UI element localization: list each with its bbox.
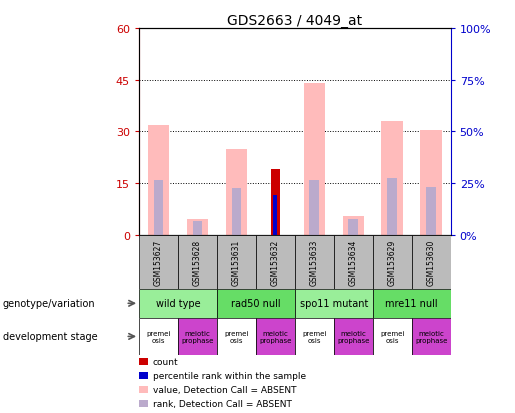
Bar <box>217 318 256 355</box>
Bar <box>310 180 319 235</box>
Text: count: count <box>152 357 178 366</box>
Text: meiotic
prophase: meiotic prophase <box>259 330 291 343</box>
Text: GSM153628: GSM153628 <box>193 239 202 285</box>
Bar <box>187 220 208 235</box>
Text: GSM153634: GSM153634 <box>349 239 358 285</box>
Bar <box>387 178 397 235</box>
Text: premei
osis: premei osis <box>380 330 404 343</box>
Text: GSM153632: GSM153632 <box>271 239 280 285</box>
Text: development stage: development stage <box>3 332 97 342</box>
Bar <box>139 318 178 355</box>
Text: meiotic
prophase: meiotic prophase <box>337 330 369 343</box>
Bar <box>420 131 442 235</box>
Text: rad50 null: rad50 null <box>231 299 281 309</box>
Text: GSM153631: GSM153631 <box>232 239 241 285</box>
Bar <box>153 180 163 235</box>
Text: mre11 null: mre11 null <box>385 299 438 309</box>
Bar <box>256 235 295 289</box>
Bar <box>295 235 334 289</box>
Bar <box>348 220 358 235</box>
Text: percentile rank within the sample: percentile rank within the sample <box>152 371 306 380</box>
Text: premei
osis: premei osis <box>146 330 170 343</box>
Bar <box>178 318 217 355</box>
Bar <box>342 216 364 235</box>
Text: rank, Detection Call = ABSENT: rank, Detection Call = ABSENT <box>152 399 291 408</box>
Text: genotype/variation: genotype/variation <box>3 299 95 309</box>
Bar <box>334 235 373 289</box>
Bar <box>226 150 247 235</box>
Text: GSM153630: GSM153630 <box>426 239 436 285</box>
Text: premei
osis: premei osis <box>224 330 249 343</box>
Bar <box>139 372 148 379</box>
Bar <box>271 170 280 235</box>
Text: premei
osis: premei osis <box>302 330 327 343</box>
Title: GDS2663 / 4049_at: GDS2663 / 4049_at <box>227 14 363 28</box>
Bar <box>304 84 325 235</box>
Bar <box>139 289 217 318</box>
Bar <box>139 400 148 407</box>
Bar <box>411 318 451 355</box>
Bar <box>256 318 295 355</box>
Bar <box>148 125 169 235</box>
Bar <box>232 189 242 235</box>
Text: wild type: wild type <box>156 299 200 309</box>
Text: GSM153627: GSM153627 <box>154 239 163 285</box>
Text: meiotic
prophase: meiotic prophase <box>415 330 448 343</box>
Bar <box>178 235 217 289</box>
Bar <box>373 289 451 318</box>
Bar <box>217 289 295 318</box>
Bar <box>411 235 451 289</box>
Bar <box>139 386 148 393</box>
Text: value, Detection Call = ABSENT: value, Detection Call = ABSENT <box>152 385 296 394</box>
Bar <box>295 318 334 355</box>
Bar <box>193 222 202 235</box>
Text: meiotic
prophase: meiotic prophase <box>181 330 214 343</box>
Bar <box>373 235 411 289</box>
Bar <box>373 318 411 355</box>
Text: GSM153633: GSM153633 <box>310 239 319 285</box>
Bar <box>426 187 436 235</box>
Bar <box>139 358 148 366</box>
Bar <box>273 196 277 235</box>
Text: spo11 mutant: spo11 mutant <box>300 299 368 309</box>
Text: GSM153629: GSM153629 <box>388 239 397 285</box>
Bar <box>295 289 373 318</box>
Bar <box>217 235 256 289</box>
Bar <box>382 122 403 235</box>
Bar <box>139 235 178 289</box>
Bar <box>334 318 373 355</box>
